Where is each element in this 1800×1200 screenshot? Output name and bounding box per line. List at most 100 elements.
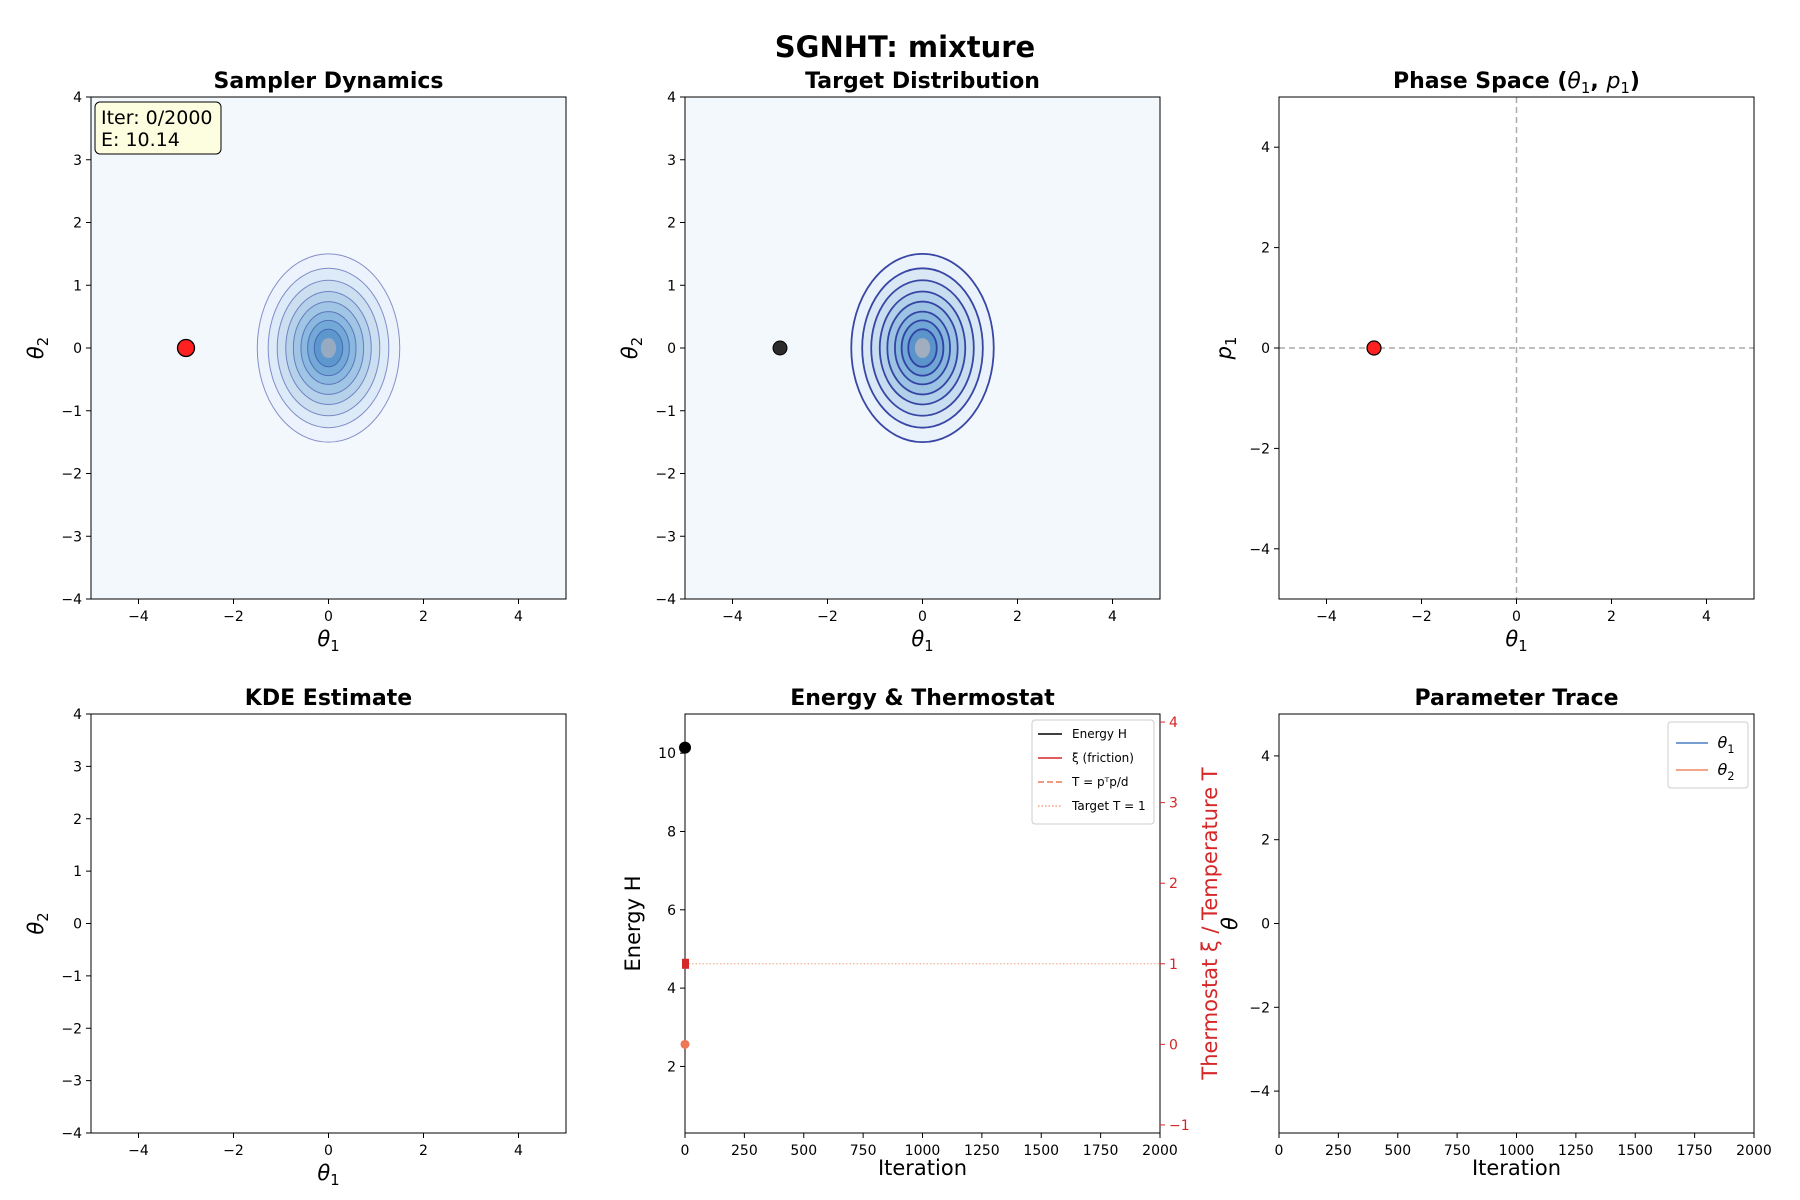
energy-title: Energy & Thermostat	[790, 686, 1055, 711]
phase-title-part: ,	[1590, 69, 1606, 94]
energy-ytick-label: 2	[667, 1059, 676, 1075]
sampler-contour-line	[307, 319, 350, 377]
kde-ytick-label: 0	[73, 917, 82, 933]
target-contour-line	[886, 300, 959, 396]
target-xtick-label: 0	[918, 609, 927, 625]
energy-right-tick-label: 0	[1169, 1037, 1178, 1053]
kde-ylabel: θ2	[24, 912, 52, 934]
sampler-contour-line	[292, 301, 365, 395]
trace-xtick-label: 0	[1275, 1143, 1284, 1159]
trace-legend-box	[1667, 721, 1749, 789]
target-xlabel: θ1	[911, 627, 933, 655]
trace-legend-label: θ1	[1718, 733, 1735, 756]
energy-xtick-label: 250	[731, 1143, 758, 1159]
target-ytick-label: −4	[655, 592, 676, 608]
sampler-contour-line	[285, 291, 372, 405]
target-contour-line	[878, 290, 967, 406]
panel-trace: 0 250 500 750 1000 1250 1500 1750 2000 −4 −2 0 2 4 Par…	[1218, 686, 1772, 1180]
info-box-background	[94, 101, 222, 155]
target-contour-line	[907, 328, 938, 368]
kde-xtick-label: 0	[324, 1143, 333, 1159]
energy-xtick-label: 500	[790, 1143, 817, 1159]
trace-ytick-label: 4	[1261, 749, 1270, 765]
trace-ytick-label: 0	[1261, 917, 1270, 933]
friction-point	[682, 958, 689, 969]
phase-xtick-label: 4	[1702, 609, 1711, 625]
target-ytick-label: 1	[667, 278, 676, 294]
energy-ytick-label: 10	[658, 746, 676, 762]
kde-frame	[90, 713, 567, 1134]
target-contour-line	[850, 252, 995, 444]
kde-xtick-label: −2	[223, 1143, 244, 1159]
phase-xtick-label: 2	[1607, 609, 1616, 625]
sampler-ytick-label: 3	[73, 153, 82, 169]
energy-legend: Energy H ξ (friction) T = pᵀp/d Target T = …	[1031, 719, 1155, 825]
trace-xtick-label: 1250	[1558, 1143, 1594, 1159]
target-ytick-label: −3	[655, 529, 676, 545]
phase-xtick-label: 0	[1512, 609, 1521, 625]
sampler-ytick-label: −2	[61, 467, 82, 483]
phase-ylabel: p1	[1212, 337, 1240, 361]
phase-title-part: p	[1605, 69, 1620, 94]
trace-ytick-label: −4	[1249, 1084, 1270, 1100]
energy-right-tick-label: 2	[1169, 876, 1178, 892]
target-title: Target Distribution	[805, 69, 1040, 94]
kde-xlabel: θ1	[317, 1161, 339, 1189]
sampler-contour-fill	[320, 337, 337, 359]
kde-ytick-label: 4	[73, 707, 82, 723]
kde-ytick-label: 3	[73, 759, 82, 775]
trace-legend-label: θ2	[1718, 760, 1735, 783]
target-xtick-label: −2	[817, 609, 838, 625]
energy-xtick-label: 1000	[905, 1143, 941, 1159]
target-ytick-label: −2	[655, 467, 676, 483]
phase-title-part: θ	[1567, 69, 1581, 94]
phase-xlabel: θ1	[1505, 627, 1527, 655]
energy-right-tick-label: 1	[1169, 957, 1178, 973]
sampler-contour-line	[267, 267, 390, 429]
panel-energy: 0 250 500 750 1000 1250 1500 1750 2000 2 4 6 8 10 −1 0 1…	[621, 686, 1222, 1180]
sampler-contour-line	[276, 279, 381, 417]
phase-point	[1366, 340, 1382, 356]
energy-ylabel: Energy H	[621, 876, 645, 972]
sampler-xtick-label: 2	[419, 609, 428, 625]
sampler-ylabel: θ2	[24, 337, 52, 359]
trace-xtick-label: 500	[1384, 1143, 1411, 1159]
sampler-xtick-label: 0	[324, 609, 333, 625]
energy-xlabel: Iteration	[878, 1156, 967, 1180]
kde-ytick-label: 1	[73, 864, 82, 880]
trace-ytick-label: −2	[1249, 1000, 1270, 1016]
kde-xtick-label: 4	[514, 1143, 523, 1159]
temperature-point	[680, 1039, 690, 1049]
phase-ytick-label: 4	[1261, 140, 1270, 156]
trace-xtick-label: 1750	[1677, 1143, 1713, 1159]
phase-title-part: Phase Space (	[1393, 69, 1567, 94]
phase-xtick-label: −2	[1411, 609, 1432, 625]
sampler-contour-line	[313, 328, 344, 368]
target-contour-line	[900, 319, 945, 377]
sampler-title: Sampler Dynamics	[213, 69, 443, 94]
kde-ytick-label: −4	[61, 1126, 82, 1142]
target-xtick-label: −4	[722, 609, 743, 625]
target-ytick-label: 4	[667, 90, 676, 106]
info-line: E: 10.14	[101, 129, 180, 151]
sampler-xlabel: θ1	[317, 627, 339, 655]
energy-point	[679, 741, 691, 754]
trace-xtick-label: 750	[1444, 1143, 1471, 1159]
energy-ytick-label: 8	[667, 824, 676, 840]
sampler-ytick-label: 1	[73, 278, 82, 294]
sampler-position-point	[176, 338, 196, 358]
sampler-ytick-label: 4	[73, 90, 82, 106]
panel-target: −4 −2 0 2 4 −4 −3 −2 −1 0 1 2 3 4 Target Distribution θ…	[618, 69, 1161, 655]
phase-title: Phase Space (θ1, p1)	[1393, 69, 1640, 97]
kde-ytick-label: −2	[61, 1021, 82, 1037]
energy-legend-label: Target T = 1	[1071, 799, 1146, 813]
energy-ylabel-right: Thermostat ξ / Temperature T	[1198, 767, 1222, 1080]
trace-xtick-label: 250	[1325, 1143, 1352, 1159]
trace-title: Parameter Trace	[1414, 686, 1618, 711]
phase-xtick-label: −4	[1316, 609, 1337, 625]
target-contour-line	[861, 267, 984, 429]
target-xtick-label: 4	[1108, 609, 1117, 625]
